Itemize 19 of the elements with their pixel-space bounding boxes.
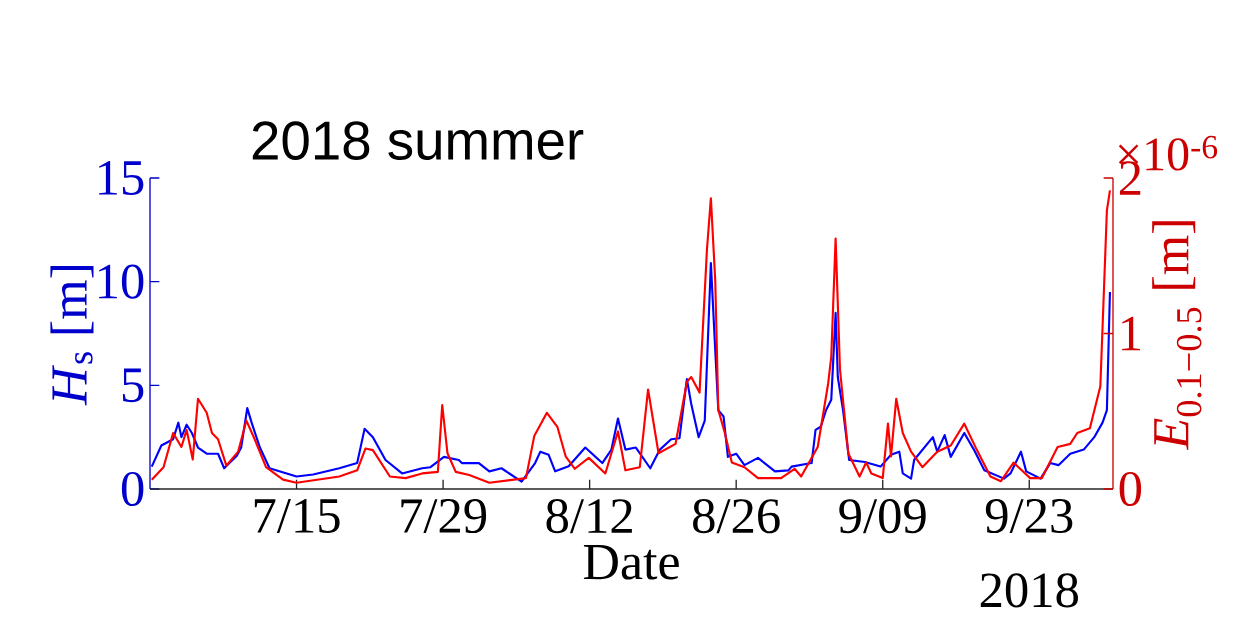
- line-series: [150, 261, 1112, 483]
- x-tick-label: 8/26: [693, 499, 780, 534]
- x-tick-label: 8/12: [546, 499, 632, 534]
- x-tick-label: 9/23: [985, 499, 1073, 534]
- x-tick-label: 7/29: [401, 499, 487, 534]
- y-tick-label: 15: [99, 161, 144, 195]
- chart-title: 2018 summer: [252, 121, 584, 160]
- y-tick-label: 5: [122, 368, 144, 403]
- y-axis-title: H$_{s}$ [m]: [50, 265, 94, 406]
- text: 2018: [980, 573, 1078, 608]
- x-axis-title: Date: [583, 545, 679, 580]
- y-tick-label: 10: [99, 264, 144, 299]
- y2-tick-label: 0: [1119, 471, 1142, 507]
- x-tick-label: 7/15: [254, 499, 340, 533]
- y2-axis-title: E$_{0.1−0.5}$ [m]: [1152, 221, 1202, 451]
- y2-tick-label: 1: [1122, 316, 1140, 351]
- x-tick-label: 9/09: [839, 499, 926, 534]
- line-series: [150, 189, 1112, 484]
- y-tick-label: 0: [121, 471, 144, 507]
